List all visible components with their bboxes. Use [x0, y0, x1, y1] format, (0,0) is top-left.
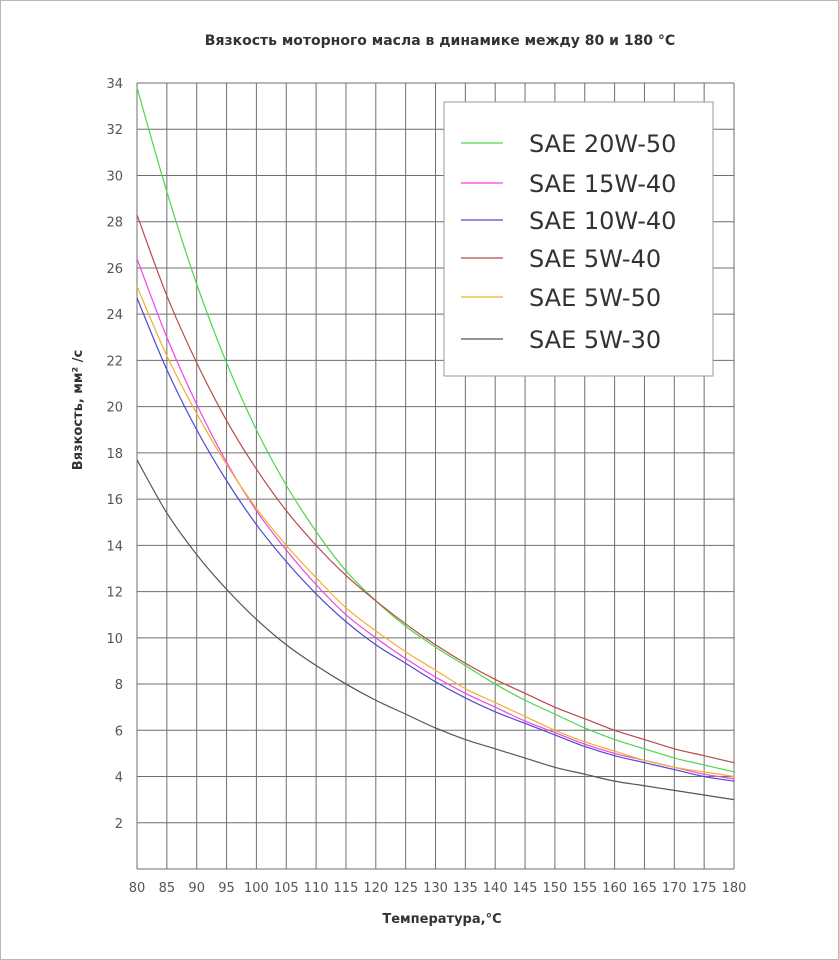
x-tick-label: 105 — [274, 881, 299, 896]
y-tick-label: 10 — [106, 632, 123, 647]
legend-label-sae-15w-40: SAE 15W-40 — [529, 170, 676, 198]
legend-label-sae-10w-40: SAE 10W-40 — [529, 207, 676, 235]
x-tick-label: 100 — [244, 881, 269, 896]
y-tick-label: 18 — [106, 447, 123, 462]
x-tick-label: 80 — [129, 881, 146, 896]
x-tick-label: 95 — [218, 881, 235, 896]
y-tick-label: 12 — [106, 586, 123, 601]
x-tick-label: 160 — [602, 881, 627, 896]
x-tick-label: 85 — [159, 881, 176, 896]
y-tick-label: 24 — [106, 308, 123, 323]
series-line-sae-15w-40 — [136, 258, 735, 780]
y-tick-label: 4 — [115, 771, 123, 786]
x-tick-label: 125 — [393, 881, 418, 896]
x-tick-label: 145 — [513, 881, 538, 896]
legend-label-sae-20w-50: SAE 20W-50 — [529, 130, 676, 158]
y-tick-label: 22 — [106, 354, 123, 369]
y-tick-label: 26 — [106, 262, 123, 277]
legend-box — [443, 101, 714, 377]
x-tick-label: 180 — [722, 881, 747, 896]
x-tick-label: 140 — [483, 881, 508, 896]
x-tick-label: 120 — [363, 881, 388, 896]
y-tick-label: 8 — [115, 678, 123, 693]
y-tick-label: 20 — [106, 401, 123, 416]
legend: SAE 20W-50 SAE 15W-40 SAE 10W-40 SAE 5W-40 S… — [443, 101, 714, 377]
x-tick-label: 155 — [572, 881, 597, 896]
x-tick-label: 130 — [423, 881, 448, 896]
y-tick-label: 30 — [106, 169, 123, 184]
legend-label-sae-5w-30: SAE 5W-30 — [529, 326, 661, 354]
y-axis-title: Вязкость, мм² /с — [71, 350, 86, 470]
series-lines — [136, 87, 735, 801]
legend-label-sae-5w-50: SAE 5W-50 — [529, 284, 661, 312]
series-line-sae-20w-50 — [136, 87, 735, 773]
y-tick-label: 34 — [106, 77, 123, 92]
series-line-sae-5w-30 — [136, 459, 735, 801]
x-tick-label: 110 — [304, 881, 329, 896]
y-tick-label: 2 — [115, 817, 123, 832]
x-tick-label: 135 — [453, 881, 478, 896]
series-line-sae-10w-40 — [136, 297, 735, 782]
legend-label-sae-5w-40: SAE 5W-40 — [529, 245, 661, 273]
x-tick-label: 115 — [334, 881, 359, 896]
y-tick-label: 14 — [106, 539, 123, 554]
x-tick-label: 90 — [188, 881, 205, 896]
x-axis-title: Температура,°С — [382, 912, 501, 927]
y-tick-label: 6 — [115, 724, 123, 739]
y-tick-label: 28 — [106, 216, 123, 231]
x-axis-ticks: 80 85 90 95 100 105 110 115 120 125 130 135 140 145 15… — [129, 881, 747, 896]
x-tick-label: 165 — [632, 881, 657, 896]
series-line-sae-5w-40 — [136, 214, 735, 764]
series-line-sae-5w-50 — [136, 286, 735, 778]
x-tick-label: 150 — [542, 881, 567, 896]
x-tick-label: 175 — [692, 881, 717, 896]
chart-title: Вязкость моторного масла в динамике межд… — [205, 33, 675, 49]
grid — [136, 82, 735, 870]
x-tick-label: 170 — [662, 881, 687, 896]
y-tick-label: 32 — [106, 123, 123, 138]
y-tick-label: 16 — [106, 493, 123, 508]
